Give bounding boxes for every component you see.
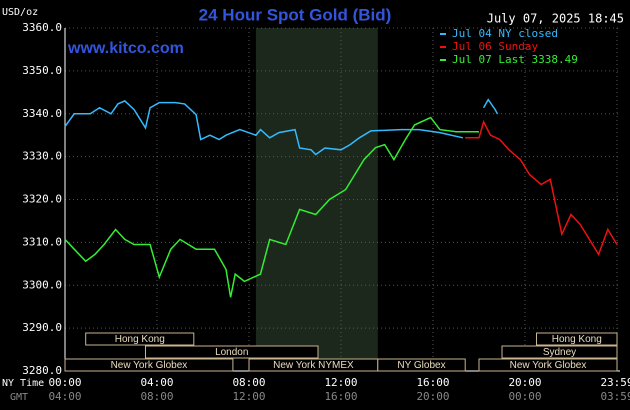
x2-tick-label: 20:00	[416, 390, 449, 403]
x2-tick-label: 03:59	[600, 390, 630, 403]
session-bar	[85, 332, 195, 346]
x2-axis-label: GMT	[10, 392, 28, 403]
website: www.kitco.com	[67, 40, 184, 57]
session-label: Hong Kong	[552, 334, 602, 345]
x2-tick-label: 16:00	[324, 390, 357, 403]
session-label: New York NYMEX	[273, 360, 354, 371]
session-label: Sydney	[543, 347, 576, 358]
session-label: NY Globex	[397, 360, 445, 371]
session-bar	[536, 332, 618, 346]
session-label: New York Globex	[510, 360, 587, 371]
x-tick-label: 23:59	[600, 376, 630, 389]
session-label: Hong Kong	[115, 334, 165, 345]
timestamp: July 07, 2025 18:45	[487, 12, 624, 26]
y-tick-label: 3310.0	[22, 235, 62, 248]
x-tick-label: 04:00	[140, 376, 173, 389]
highlight-band	[255, 28, 378, 371]
legend-label: Jul 06 Sunday	[452, 40, 538, 53]
session-bar	[64, 358, 234, 372]
session-label: London	[215, 347, 248, 358]
x-tick-label: 12:00	[324, 376, 357, 389]
y-tick-label: 3340.0	[22, 107, 62, 120]
x2-tick-label: 04:00	[48, 390, 81, 403]
legend-label: Jul 07 Last 3338.49	[452, 53, 578, 66]
series-line	[64, 98, 499, 156]
x-tick-label: 20:00	[508, 376, 541, 389]
y-tick-label: 3300.0	[22, 278, 62, 291]
legend-label: Jul 04 NY closed	[452, 27, 558, 40]
session-bar	[377, 358, 466, 372]
x2-tick-label: 00:00	[508, 390, 541, 403]
y-tick-label: 3320.0	[22, 193, 62, 206]
x2-tick-label: 08:00	[140, 390, 173, 403]
y-tick-label: 3290.0	[22, 321, 62, 334]
y-tick-label: 3360.0	[22, 21, 62, 34]
session-label: New York Globex	[111, 360, 188, 371]
series-line	[64, 116, 479, 298]
session-bar	[145, 345, 319, 359]
x-tick-label: 08:00	[232, 376, 265, 389]
series-line	[465, 119, 618, 257]
y-tick-label: 3280.0	[22, 364, 62, 377]
session-bar	[478, 358, 618, 372]
x-tick-label: 16:00	[416, 376, 449, 389]
x2-tick-label: 12:00	[232, 390, 265, 403]
under-layer	[64, 27, 620, 372]
x-axis-label: NY Time	[2, 378, 44, 389]
session-bar	[501, 345, 618, 359]
y-tick-label: 3350.0	[22, 64, 62, 77]
y-tick-label: 3330.0	[22, 150, 62, 163]
x-tick-label: 00:00	[48, 376, 81, 389]
chart-title: 24 Hour Spot Gold (Bid)	[199, 5, 392, 24]
y-axis-label: USD/oz	[2, 7, 38, 18]
